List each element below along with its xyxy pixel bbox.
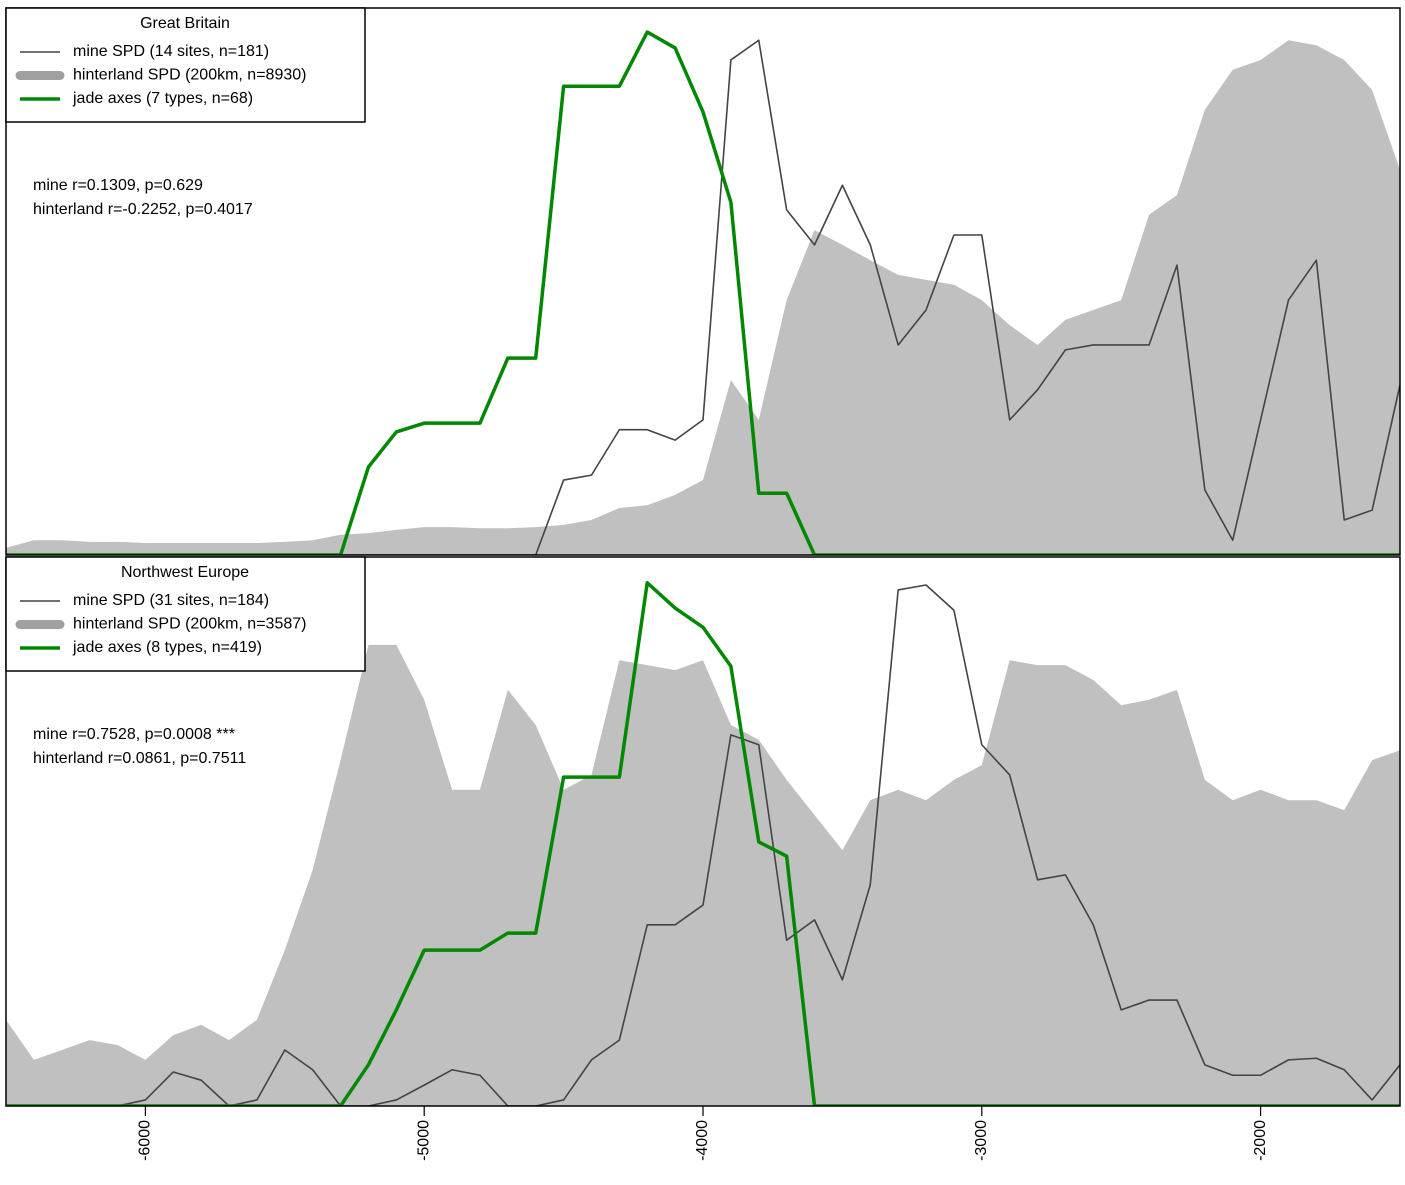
legend-label: mine SPD (31 sites, n=184) (73, 592, 269, 609)
legend-title: Great Britain (140, 15, 230, 32)
annotation: hinterland r=0.0861, p=0.7511 (33, 750, 246, 767)
x-tick-label: -5000 (415, 1120, 432, 1161)
legend-box (5, 556, 366, 672)
hinterland-area (6, 644, 1400, 1106)
annotation: hinterland r=-0.2252, p=0.4017 (33, 201, 253, 218)
panel-frame (5, 7, 1401, 556)
jade-line (6, 581, 1400, 1106)
x-tick-label: -4000 (694, 1120, 711, 1161)
mine-line (6, 584, 1400, 1106)
mine-line (6, 39, 1400, 555)
legend-label: hinterland SPD (200km, n=8930) (73, 67, 306, 84)
legend-label: hinterland SPD (200km, n=3587) (73, 616, 306, 633)
hinterland-area (6, 40, 1400, 555)
x-tick-label: -3000 (973, 1120, 990, 1161)
legend-label: jade axes (8 types, n=419) (72, 639, 262, 656)
legend-label: mine SPD (14 sites, n=181) (73, 43, 269, 60)
x-tick-label: -2000 (1252, 1120, 1269, 1161)
legend-label: jade axes (7 types, n=68) (72, 90, 253, 107)
legend-box (5, 7, 366, 123)
annotation: mine r=0.1309, p=0.629 (33, 177, 203, 194)
annotation: mine r=0.7528, p=0.0008 *** (33, 726, 235, 743)
legend-title: Northwest Europe (121, 564, 249, 581)
jade-line (6, 30, 1400, 555)
x-tick-label: -6000 (137, 1120, 154, 1161)
